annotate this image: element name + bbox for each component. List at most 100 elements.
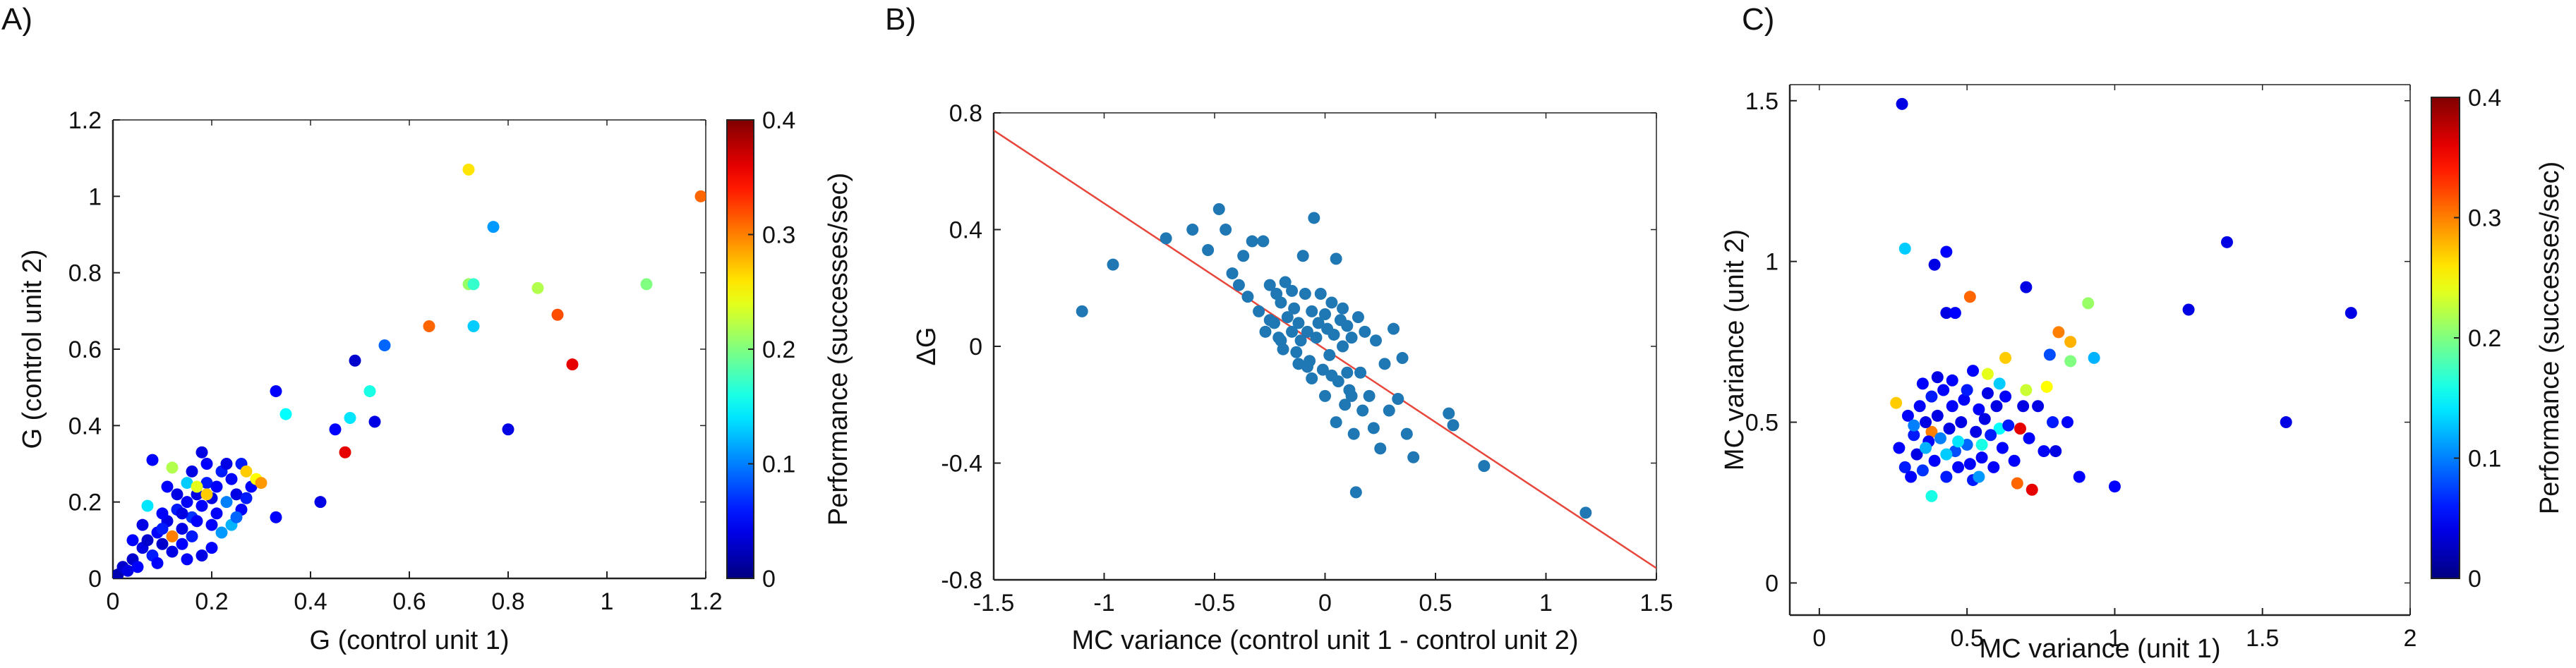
data-point — [1905, 470, 1918, 483]
data-point — [220, 458, 233, 470]
data-point — [181, 477, 193, 490]
data-point — [1160, 232, 1172, 245]
data-point — [1973, 470, 1985, 483]
data-point — [1940, 448, 1953, 461]
data-point — [126, 534, 139, 547]
data-point — [2017, 400, 2030, 413]
data-point — [1279, 276, 1292, 289]
data-point — [344, 412, 356, 424]
data-point — [1478, 460, 1491, 473]
data-point — [205, 542, 218, 554]
data-point — [2014, 423, 2026, 435]
panel-c: C) 0 0.5 1 1.5 2 0 0.5 1 1.5 MC variance (unit 1) M… — [1720, 2, 2565, 664]
data-point — [1076, 305, 1088, 317]
data-point — [1940, 307, 1953, 320]
data-point — [1981, 368, 1994, 380]
data-point — [1447, 419, 1459, 432]
data-point — [1913, 400, 1926, 413]
data-point — [1241, 291, 1254, 303]
data-point — [205, 518, 218, 531]
data-point — [1337, 302, 1349, 315]
data-point — [131, 561, 144, 573]
data-point — [1916, 464, 1929, 477]
data-point — [1356, 404, 1369, 417]
data-point — [1363, 389, 1376, 402]
y-tick-label: 0.2 — [68, 490, 102, 516]
data-point — [566, 358, 579, 371]
colorbar-tick-label: 0.3 — [2468, 205, 2501, 232]
data-point — [1328, 328, 1340, 341]
data-point — [1314, 288, 1327, 300]
data-point — [1294, 334, 1307, 347]
y-tick-label: 1.5 — [1745, 88, 1778, 115]
data-point — [166, 545, 179, 558]
colorbar-tick-label: 0.1 — [762, 451, 795, 478]
data-point — [368, 415, 381, 428]
data-point — [1263, 279, 1276, 291]
data-point — [2038, 445, 2050, 458]
fit-line — [994, 129, 1656, 569]
data-point — [200, 488, 213, 501]
data-point — [1263, 314, 1276, 327]
data-point — [1908, 429, 1920, 442]
x-tick-label: 0.5 — [1951, 625, 1984, 652]
data-point — [141, 499, 154, 512]
data-point — [1388, 322, 1400, 335]
data-point — [1407, 451, 1420, 463]
data-point — [1232, 279, 1245, 291]
data-point — [531, 281, 544, 294]
y-tick-label: 0 — [88, 566, 102, 593]
data-point — [1246, 235, 1258, 248]
data-point — [1952, 461, 1965, 473]
data-point — [1955, 416, 1968, 429]
data-point — [1579, 506, 1592, 519]
data-point — [2008, 454, 2021, 467]
plot-area — [113, 163, 706, 578]
data-point — [1937, 384, 1950, 396]
data-point — [1202, 243, 1215, 256]
data-point — [1107, 258, 1119, 271]
data-point — [1996, 442, 2009, 454]
data-point — [2061, 416, 2074, 429]
data-point — [1354, 366, 1367, 379]
data-point — [2108, 480, 2121, 493]
data-point — [1349, 486, 1362, 499]
y-tick-label: -0.8 — [941, 567, 982, 594]
data-point — [1925, 390, 1938, 403]
colorbar: 0 0.1 0.2 0.3 0.4 Performance (successes/sec) — [2431, 85, 2565, 593]
data-point — [1925, 425, 1938, 438]
data-point — [1946, 400, 1958, 413]
data-point — [230, 511, 243, 523]
y-tick-label: 0 — [969, 334, 982, 360]
data-point — [151, 557, 164, 569]
data-point — [1898, 461, 1911, 473]
data-point — [1316, 363, 1329, 376]
colorbar-tick-label: 0 — [762, 566, 776, 593]
data-point — [230, 488, 243, 501]
data-point — [1928, 258, 1941, 271]
y-tick-label: 1.2 — [68, 107, 102, 134]
x-axis-label: MC variance (unit 1) — [1979, 634, 2220, 664]
data-point — [156, 538, 169, 550]
x-tick-label: 1 — [2108, 625, 2121, 652]
data-point — [1325, 369, 1338, 382]
data-point — [2082, 297, 2095, 310]
y-tick-label: 0.6 — [68, 336, 102, 363]
data-point — [156, 523, 169, 535]
data-point — [502, 423, 514, 436]
data-point — [694, 190, 706, 202]
data-point — [2064, 355, 2077, 368]
data-point — [1369, 334, 1382, 347]
x-tick-label: 0 — [1812, 625, 1826, 652]
data-point — [186, 530, 198, 542]
data-point — [2040, 380, 2053, 393]
colorbar-tick-label: 0.4 — [2468, 85, 2501, 111]
data-point — [1347, 427, 1360, 440]
data-point — [1910, 448, 1923, 461]
data-point — [1374, 442, 1387, 455]
data-point — [1443, 407, 1455, 420]
x-tick-label: 2 — [2404, 625, 2417, 652]
data-point — [2026, 483, 2038, 496]
data-point — [2280, 416, 2292, 429]
